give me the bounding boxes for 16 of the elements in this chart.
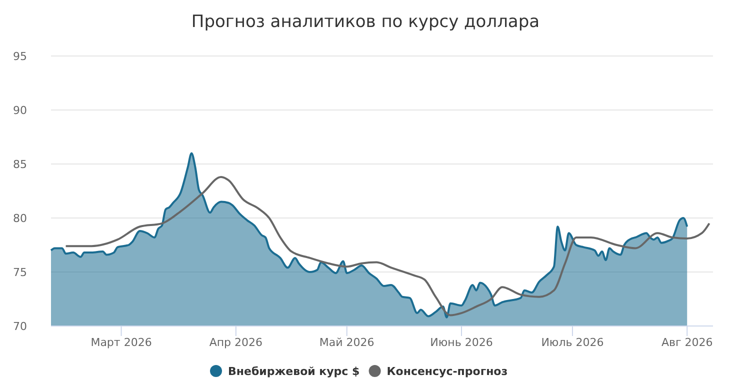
line-series — [64, 176, 710, 316]
x-tick-label: Авг 2026 — [661, 336, 713, 349]
x-tick-label: Июль 2026 — [541, 336, 604, 349]
y-tick-label: 80 — [13, 212, 27, 225]
legend-label: Консенсус-прогноз — [386, 365, 508, 378]
y-tick-label: 70 — [13, 320, 27, 333]
x-tick-label: Апр 2026 — [209, 336, 263, 349]
y-tick-label: 75 — [13, 266, 27, 279]
y-tick-label: 95 — [13, 50, 27, 63]
chart-title: Прогноз аналитиков по курсу доллара — [191, 12, 540, 32]
x-tick-label: Июнь 2026 — [430, 336, 493, 349]
x-tick-label: Март 2026 — [90, 336, 152, 349]
x-tick-label: Май 2026 — [319, 336, 374, 349]
y-tick-label: 85 — [13, 158, 27, 171]
legend-label: Внебиржевой курс $ — [228, 365, 360, 378]
y-tick-label: 90 — [13, 104, 27, 117]
